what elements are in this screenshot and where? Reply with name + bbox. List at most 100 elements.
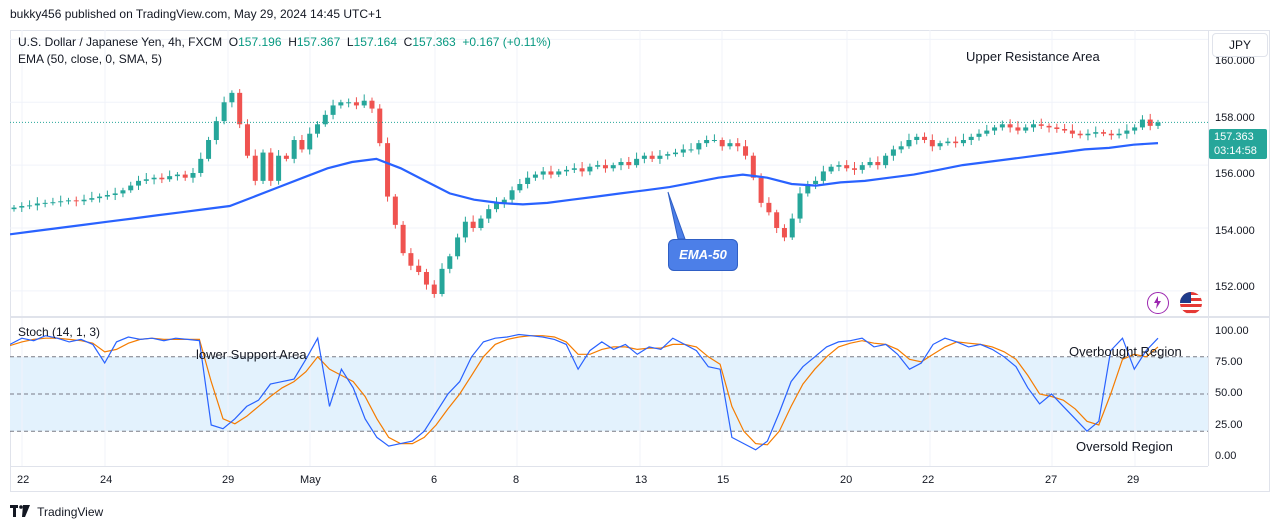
price-axis[interactable]: 160.000 158.000 156.000 154.000 152.000 … xyxy=(1208,30,1271,466)
candle-body xyxy=(315,124,321,134)
candle-body xyxy=(820,171,826,181)
high-value: 157.367 xyxy=(296,35,341,49)
candle-body xyxy=(735,143,741,147)
ema-line xyxy=(10,142,1159,236)
candle-body xyxy=(976,133,982,137)
candle-body xyxy=(525,177,531,184)
candle-body xyxy=(58,201,64,203)
candle-body xyxy=(128,185,134,191)
candle-body xyxy=(867,162,873,166)
published-text: bukky456 published on TradingView.com, M… xyxy=(10,7,382,21)
candle-body xyxy=(338,102,344,106)
candle-body xyxy=(634,158,640,166)
candle-body xyxy=(34,203,40,206)
candle-body xyxy=(260,152,266,181)
time-tick-label: 29 xyxy=(222,474,235,486)
upper-resistance-label: Upper Resistance Area xyxy=(966,49,1100,64)
candle-body xyxy=(844,165,850,169)
change-value: +0.167 (+0.11%) xyxy=(462,35,551,49)
candle-body xyxy=(758,177,764,203)
stoch-legend[interactable]: Stoch (14, 1, 3) xyxy=(18,325,101,339)
candle-body xyxy=(781,228,787,238)
candle-body xyxy=(19,206,25,208)
time-tick-label: 22 xyxy=(17,474,30,486)
candle-body xyxy=(883,155,889,166)
time-tick-label: 13 xyxy=(635,474,648,486)
ema-callout-pointer xyxy=(667,191,686,240)
candle-body xyxy=(618,162,624,166)
candle-body xyxy=(221,102,227,122)
candle-body xyxy=(875,162,881,166)
price-tick-label: 152.000 xyxy=(1215,281,1255,293)
candle-body xyxy=(992,127,998,131)
candle-body xyxy=(307,133,313,150)
lower-support-label: lower Support Area xyxy=(196,347,307,362)
candle-body xyxy=(229,92,235,103)
candle-body xyxy=(851,168,857,170)
time-axis[interactable]: 22 24 29 May 6 8 13 15 20 22 27 29 xyxy=(10,466,1208,493)
candle-body xyxy=(1077,133,1083,136)
tradingview-logo-icon xyxy=(10,505,30,520)
candle-body xyxy=(151,177,157,180)
open-value: 157.196 xyxy=(238,35,282,49)
oversold-label: Oversold Region xyxy=(1076,439,1173,454)
candle-body xyxy=(104,195,110,197)
candle-body xyxy=(27,205,33,207)
candle-body xyxy=(276,155,282,181)
candle-body xyxy=(470,221,476,228)
candle-body xyxy=(167,176,173,180)
candle-body xyxy=(1038,124,1044,126)
price-pane[interactable] xyxy=(10,30,1208,316)
candle-body xyxy=(299,140,305,150)
candle-body xyxy=(455,237,461,257)
candle-body xyxy=(1124,130,1130,134)
candle-body xyxy=(252,155,258,181)
candle-body xyxy=(478,218,484,228)
lightning-icon[interactable] xyxy=(1147,292,1169,314)
candle-body xyxy=(213,121,219,140)
us-flag-icon[interactable] xyxy=(1180,292,1202,314)
candle-body xyxy=(1023,127,1029,131)
stoch-tick-label: 0.00 xyxy=(1215,450,1237,462)
bar-countdown: 03:14:58 xyxy=(1214,145,1257,157)
candle-body xyxy=(774,212,780,228)
candle-body xyxy=(953,141,959,144)
currency-button[interactable]: JPY xyxy=(1212,33,1268,57)
candle-body xyxy=(672,152,678,155)
time-tick-label: 8 xyxy=(513,474,520,486)
candle-body xyxy=(766,202,772,213)
low-label: L xyxy=(346,35,354,49)
price-tick-label: 154.000 xyxy=(1215,225,1255,237)
candle-body xyxy=(626,162,632,166)
pane-divider[interactable] xyxy=(10,316,1270,318)
candle-body xyxy=(641,155,647,159)
candle-body xyxy=(283,155,289,159)
candle-body xyxy=(579,168,585,172)
candle-body xyxy=(136,180,142,186)
time-tick-label: 20 xyxy=(840,474,853,486)
candle-body xyxy=(1030,124,1036,128)
ema-legend[interactable]: EMA (50, close, 0, SMA, 5) xyxy=(18,52,163,66)
time-tick-label: 24 xyxy=(100,474,113,486)
candle-body xyxy=(50,202,56,204)
stoch-tick-label: 25.00 xyxy=(1215,419,1243,431)
symbol-legend[interactable]: U.S. Dollar / Japanese Yen, 4h, FXCM O15… xyxy=(18,35,551,49)
footer: TradingView xyxy=(10,505,103,520)
price-tick-label: 158.000 xyxy=(1215,112,1255,124)
candle-body xyxy=(353,102,359,106)
candle-body xyxy=(649,155,655,159)
candle-body xyxy=(244,124,250,156)
candle-body xyxy=(898,146,904,150)
candle-body xyxy=(65,200,71,202)
candle-body xyxy=(1054,127,1060,129)
candle-body xyxy=(89,198,95,200)
time-tick-label: May xyxy=(300,474,321,486)
candle-body xyxy=(143,179,149,181)
stoch-d-line xyxy=(10,335,1159,446)
footer-brand: TradingView xyxy=(37,505,104,519)
price-tick-label: 160.000 xyxy=(1215,55,1255,67)
stoch-pane[interactable] xyxy=(10,318,1208,466)
candle-body xyxy=(322,114,328,125)
candle-body xyxy=(727,143,733,147)
candle-body xyxy=(385,143,391,197)
